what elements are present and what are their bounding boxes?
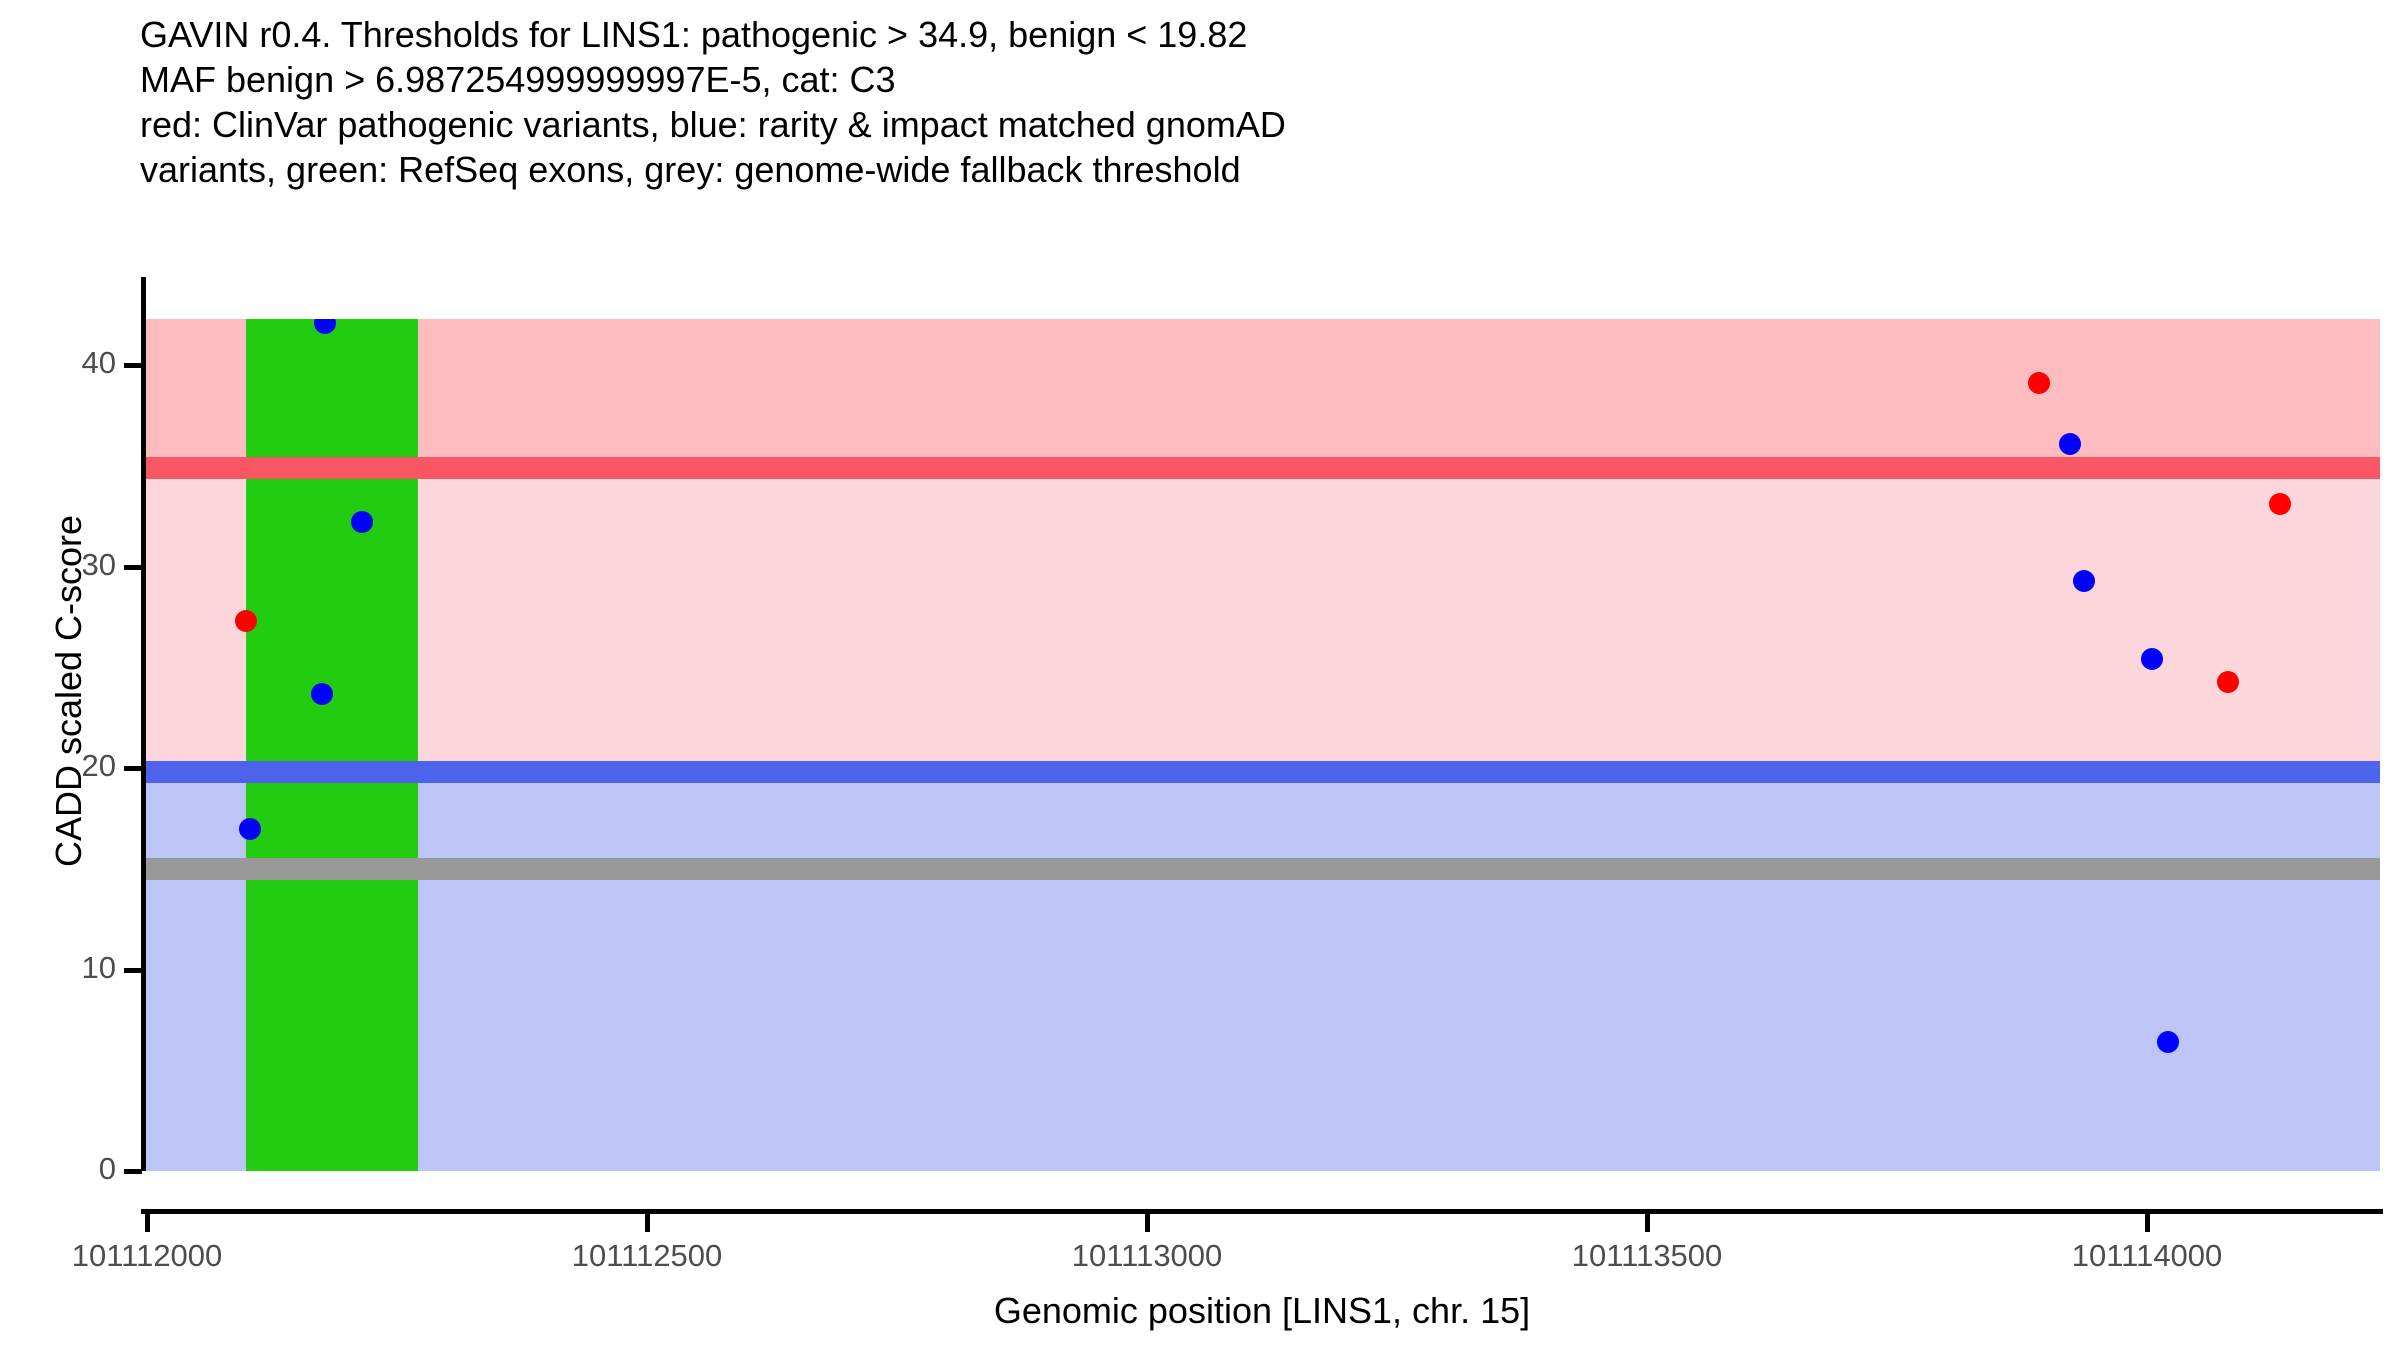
y-tick-label: 30: [81, 546, 116, 582]
gnomad-variant-point: [2059, 432, 2081, 455]
gnomad-variant-point: [2141, 648, 2163, 671]
title-line-1: GAVIN r0.4. Thresholds for LINS1: pathog…: [140, 14, 1248, 55]
gnomad-variant-point: [314, 319, 336, 335]
clinvar-pathogenic-point: [2217, 670, 2239, 693]
y-axis-line: [141, 277, 146, 1171]
threshold-line-genome-wide-fallback: [144, 857, 2380, 880]
clinvar-pathogenic-point: [2269, 493, 2291, 516]
x-tick-label: 101113000: [1071, 1238, 1223, 1273]
y-tick-label-wrap: 30: [0, 547, 116, 583]
clinvar-pathogenic-point: [2028, 372, 2050, 395]
zone-vus-zone: [144, 468, 2380, 772]
gnomad-variant-point: [239, 817, 261, 840]
y-tick-label: 10: [81, 949, 116, 985]
gnomad-variant-point: [2073, 569, 2095, 592]
y-tick-label: 40: [81, 345, 116, 381]
x-tick-101114000: [2145, 1214, 2150, 1232]
threshold-line-benign: [144, 760, 2380, 783]
y-tick-label-wrap: 10: [0, 950, 116, 986]
gnomad-variant-point: [311, 682, 333, 705]
y-tick-10: [124, 967, 142, 973]
x-axis-line: [141, 1209, 2383, 1214]
x-axis-title: Genomic position [LINS1, chr. 15]: [993, 1290, 1531, 1331]
x-tick-101113000: [1145, 1214, 1150, 1232]
x-tick-101112000: [145, 1214, 150, 1232]
y-tick-label: 20: [81, 748, 116, 784]
title-line-3: red: ClinVar pathogenic variants, blue: …: [140, 104, 1286, 145]
title-line-2: MAF benign > 6.987254999999997E-5, cat: …: [140, 59, 896, 100]
y-tick-0: [124, 1169, 142, 1174]
zone-benign-zone: [144, 771, 2380, 1171]
gnomad-variant-point: [351, 511, 373, 534]
x-tick-label: 101112500: [571, 1238, 723, 1273]
y-tick-20: [124, 766, 142, 772]
y-tick-label: 0: [98, 1151, 116, 1186]
x-tick-label: 101113500: [1571, 1238, 1723, 1273]
plot-panel: [144, 319, 2380, 1171]
x-tick-101113500: [1645, 1214, 1650, 1232]
threshold-line-pathogenic: [144, 457, 2380, 480]
x-tick-label: 101112000: [71, 1238, 223, 1273]
y-tick-label-wrap: 40: [0, 345, 116, 381]
gnomad-variant-point: [2157, 1031, 2179, 1054]
y-tick-40: [124, 363, 142, 369]
y-tick-label-wrap: 0: [0, 1151, 116, 1187]
y-tick-label-wrap: 20: [0, 748, 116, 784]
title-line-4: variants, green: RefSeq exons, grey: gen…: [140, 149, 1241, 190]
y-tick-30: [124, 564, 142, 570]
refseq-exon-rect: [246, 319, 418, 1171]
x-tick-101112500: [645, 1214, 650, 1232]
y-axis-title: CADD scaled C-score: [48, 514, 89, 868]
clinvar-pathogenic-point: [235, 610, 257, 633]
x-tick-label: 101114000: [2071, 1238, 2223, 1273]
zone-pathogenic-zone: [144, 319, 2380, 469]
chart-title-block: GAVIN r0.4. Thresholds for LINS1: pathog…: [140, 12, 2340, 192]
